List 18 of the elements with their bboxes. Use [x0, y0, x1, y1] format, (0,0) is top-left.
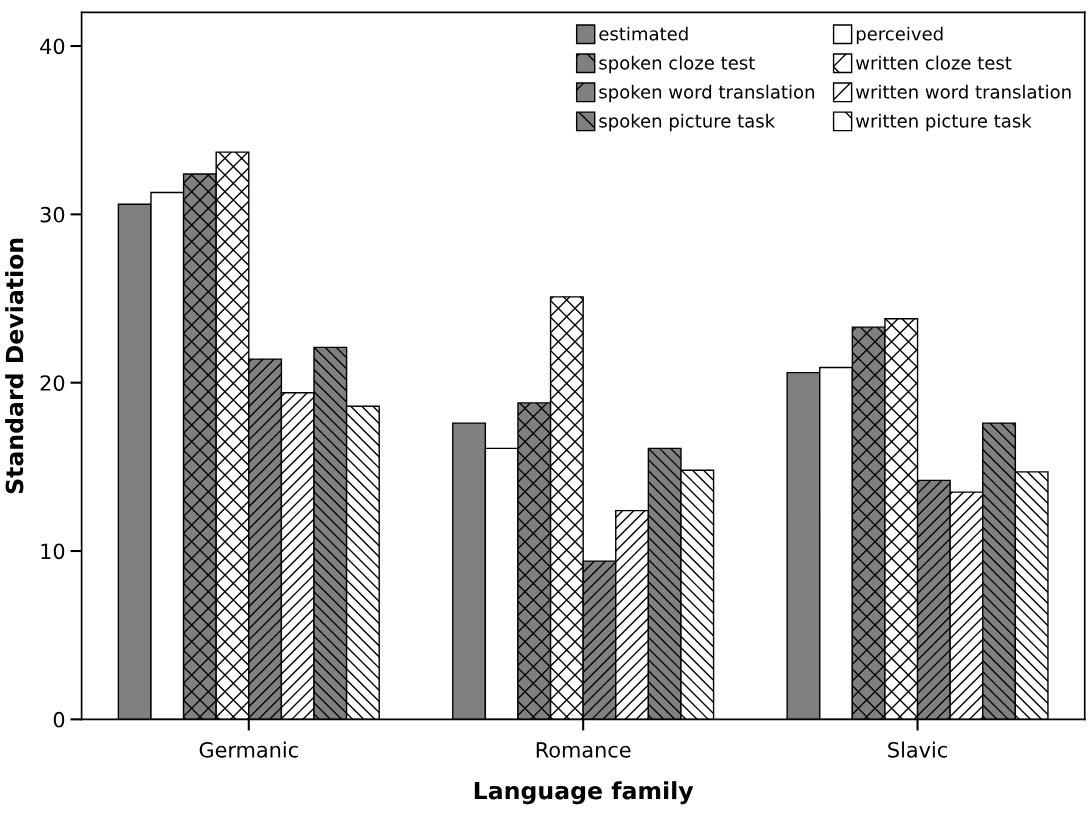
- y-tick-label: 10: [41, 543, 65, 560]
- legend-label: spoken word translation: [599, 84, 814, 103]
- y-tick-label: 20: [40, 375, 65, 391]
- legend-label: written picture task: [856, 113, 1032, 132]
- legend-label: spoken picture task: [599, 113, 776, 132]
- x-tick-label: Slavic: [888, 741, 947, 758]
- y-tick-label: 0: [53, 711, 65, 728]
- y-tick-label: 40: [40, 38, 65, 55]
- y-tick-label: 30: [40, 206, 65, 223]
- x-tick-label: Germanic: [199, 741, 298, 758]
- legend-label: written word translation: [856, 84, 1071, 99]
- x-tick-label: Romance: [536, 742, 631, 758]
- legend-label: written cloze test: [856, 55, 1012, 70]
- legend-label: spoken cloze test: [599, 55, 755, 74]
- x-axis-title: Language family: [474, 781, 694, 805]
- y-axis-title: Standard Deviation: [5, 238, 24, 494]
- legend-label: perceived: [856, 26, 943, 45]
- legend-label: estimated: [599, 26, 688, 41]
